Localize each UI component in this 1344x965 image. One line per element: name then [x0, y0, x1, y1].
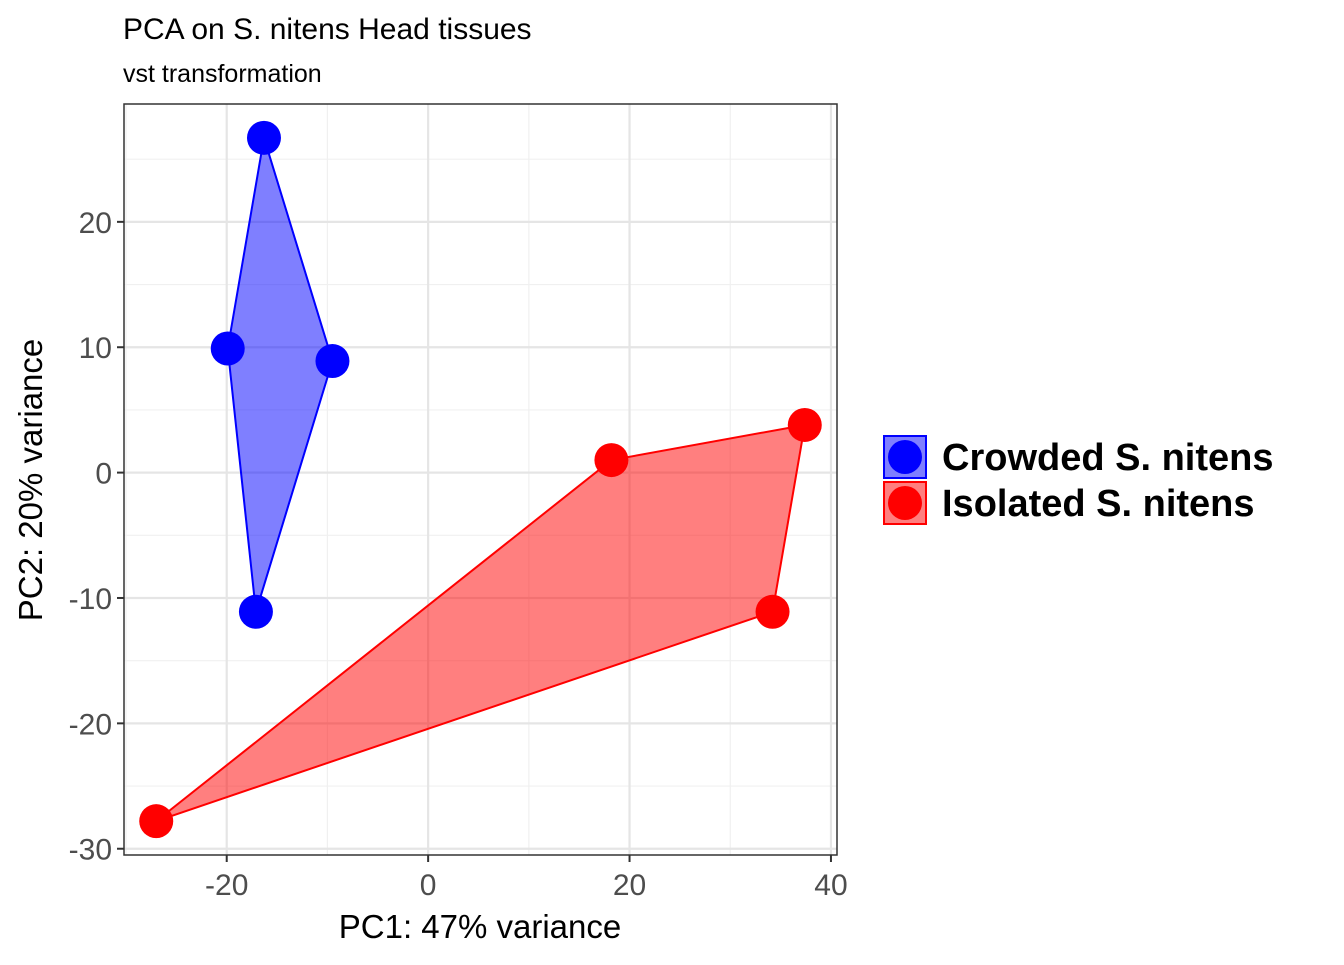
y-tick-label: 10: [79, 332, 112, 365]
chart-title: PCA on S. nitens Head tissues: [123, 13, 532, 46]
data-point: [787, 407, 822, 442]
y-tick-label: 20: [79, 207, 112, 240]
data-point: [315, 344, 350, 379]
data-point: [139, 804, 174, 839]
x-axis-label: PC1: 47% variance: [339, 908, 621, 945]
x-tick-label: -20: [205, 869, 248, 902]
y-tick-label: -20: [69, 708, 112, 741]
chart-subtitle: vst transformation: [123, 60, 322, 88]
legend-point-0: [888, 440, 922, 474]
x-tick-label: 0: [420, 869, 437, 902]
x-tick-label: 40: [814, 869, 847, 902]
data-point: [238, 594, 273, 629]
x-tick-label: 20: [613, 869, 646, 902]
legend-label-0: Crowded S. nitens: [942, 437, 1273, 479]
y-tick-label: -10: [69, 583, 112, 616]
legend-point-1: [888, 486, 922, 520]
legend-label-1: Isolated S. nitens: [942, 483, 1255, 525]
plot-border: [123, 103, 838, 856]
data-point: [246, 120, 281, 155]
y-axis-label: PC2: 20% variance: [12, 339, 49, 621]
y-tick-label: 0: [95, 458, 112, 491]
data-point: [755, 594, 790, 629]
y-tick-label: -30: [69, 834, 112, 867]
data-point: [594, 443, 629, 478]
data-point: [210, 331, 245, 366]
